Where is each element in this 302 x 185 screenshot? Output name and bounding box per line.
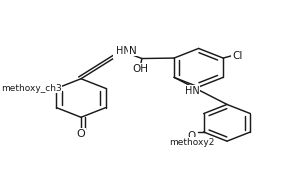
Text: HN: HN: [116, 46, 130, 56]
Text: N: N: [129, 46, 137, 56]
Text: methoxy2: methoxy2: [169, 138, 214, 147]
Text: HN: HN: [185, 86, 200, 96]
Text: O: O: [77, 129, 85, 139]
Text: methoxy_ch3: methoxy_ch3: [1, 84, 61, 93]
Text: Cl: Cl: [232, 51, 243, 61]
Text: O: O: [187, 131, 196, 141]
Text: OH: OH: [133, 64, 149, 74]
Text: O: O: [39, 83, 47, 93]
Text: N: N: [114, 48, 121, 58]
